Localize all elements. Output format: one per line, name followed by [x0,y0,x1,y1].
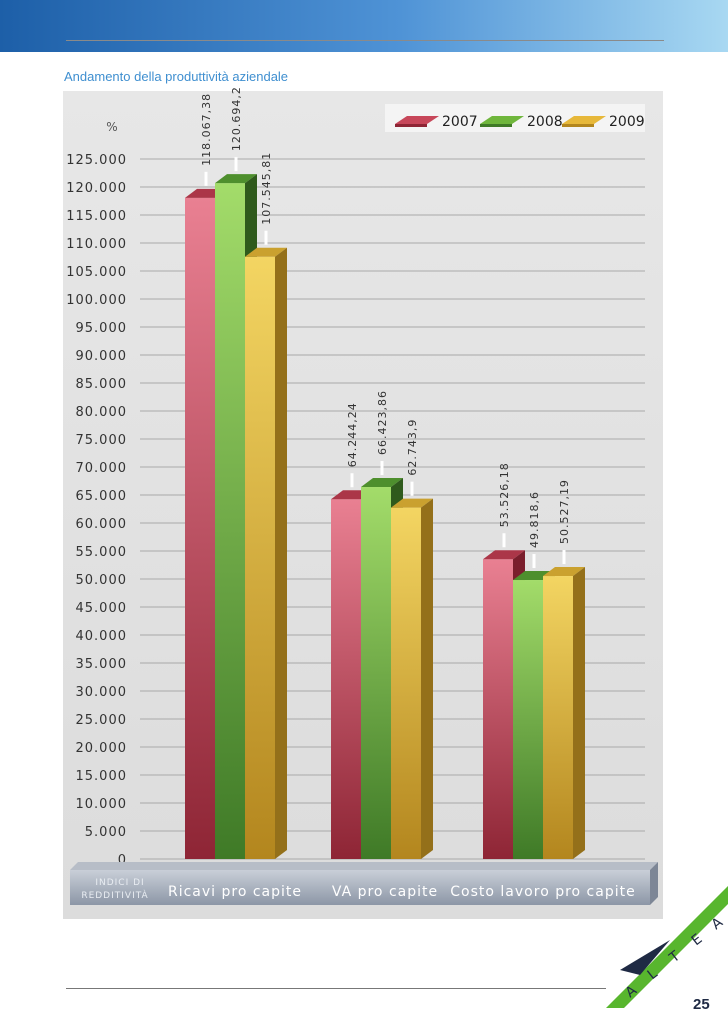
y-tick-label: 85.000 [76,377,128,392]
bar-top-2009-2 [543,567,585,577]
data-label: 66.423,86 [376,390,389,455]
y-tick-label: 75.000 [76,433,128,448]
legend-swatch-edge-2009 [562,124,594,127]
category-label: VA pro capite [332,884,438,900]
y-tick-label: 50.000 [76,573,128,588]
data-label: 53.526,18 [498,462,511,527]
bar-top-2008-0 [215,174,257,184]
axis-base-front [70,870,650,905]
data-label: 49.818,6 [528,491,541,548]
data-label: 50.527,19 [558,479,571,544]
y-tick-label: 80.000 [76,405,128,420]
y-tick-label: 110.000 [66,237,127,252]
chart-caption: Andamento della produttività aziendale [64,69,289,84]
axis-base-top [70,862,658,870]
y-tick-label: 95.000 [76,321,128,336]
y-tick-label: 0 [118,853,127,868]
header-rule [66,40,664,41]
bar-side-2009-0 [275,247,287,859]
bar-2007-2 [483,559,513,859]
x-axis-title-line1: INDICI DI [95,878,144,888]
y-tick-label: 105.000 [66,265,127,280]
category-label: Costo lavoro pro capite [450,884,635,900]
altea-logo: A L T E A [606,886,728,1008]
logo-dark-mark-icon [620,940,670,975]
y-tick-label: 65.000 [76,489,128,504]
legend-label-2007: 2007 [442,114,478,130]
y-tick-label: 90.000 [76,349,128,364]
data-label: 120.694,2 [230,86,243,151]
y-tick-label: 40.000 [76,629,128,644]
data-label: 64.244,24 [346,402,359,467]
legend-swatch-2009 [562,116,606,124]
y-tick-label: 15.000 [76,769,128,784]
legend-swatch-2008 [480,116,524,124]
legend-swatch-edge-2008 [480,124,512,127]
bar-side-2009-1 [421,498,433,859]
legend-swatch-edge-2007 [395,124,427,127]
bar-2007-0 [185,197,215,859]
bar-2008-0 [215,183,245,859]
y-tick-label: 5.000 [85,825,127,840]
y-tick-label: 45.000 [76,601,128,616]
bar-2007-1 [331,499,361,859]
bar-top-2007-2 [483,550,525,560]
svg-text:E: E [689,931,706,949]
y-tick-label: 60.000 [76,517,128,532]
y-tick-label: 20.000 [76,741,128,756]
legend-swatch-2007 [395,116,439,124]
bar-top-2009-1 [391,498,433,508]
data-label: 118.067,38 [200,93,213,166]
footer-rule [66,988,606,989]
y-tick-label: 120.000 [66,181,127,196]
y-axis-label: % [106,120,117,134]
x-axis-title-line2: REDDITIVITÀ [81,889,148,901]
y-tick-label: 55.000 [76,545,128,560]
data-label: 62.743,9 [406,419,419,476]
y-tick-label: 125.000 [66,153,127,168]
y-tick-label: 30.000 [76,685,128,700]
bar-side-2009-2 [573,567,585,859]
y-tick-label: 35.000 [76,657,128,672]
y-tick-label: 25.000 [76,713,128,728]
category-label: Ricavi pro capite [168,884,302,900]
logo-green-stripe-icon [606,886,728,1008]
y-tick-label: 10.000 [76,797,128,812]
bar-2009-2 [543,576,573,859]
y-tick-label: 115.000 [66,209,127,224]
bar-top-2008-1 [361,478,403,488]
legend-label-2008: 2008 [527,114,563,130]
bar-2009-0 [245,256,275,859]
bar-2008-1 [361,487,391,859]
axis-base-side [650,862,658,905]
data-label: 107.545,81 [260,152,273,225]
legend-label-2009: 2009 [609,114,645,130]
header-band [0,0,728,52]
bar-2009-1 [391,507,421,859]
bar-top-2009-0 [245,247,287,257]
page-number: 25 [693,996,710,1013]
y-tick-label: 70.000 [76,461,128,476]
bar-2008-2 [513,580,543,859]
y-tick-label: 100.000 [66,293,127,308]
